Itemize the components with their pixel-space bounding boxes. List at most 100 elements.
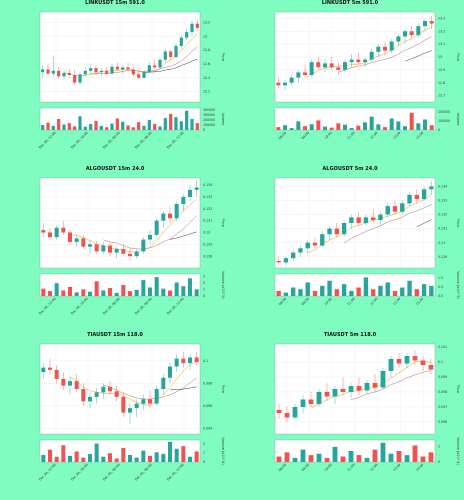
candle-body <box>420 360 426 365</box>
volume-plot-area <box>274 273 436 297</box>
time-tick-label: Dec 05, 12:00 <box>166 131 185 150</box>
volume-bar <box>73 126 77 130</box>
candle-body <box>303 72 307 75</box>
volume-bar <box>188 456 192 462</box>
volume-bar <box>94 120 98 130</box>
volume-bar <box>141 280 146 296</box>
candle-body <box>142 72 146 78</box>
volume-bar <box>115 118 119 130</box>
time-tick-label: 14:00 <box>415 463 424 472</box>
candle-body <box>137 74 141 78</box>
candle-body <box>94 244 99 252</box>
candle-body <box>89 68 93 71</box>
price-axis-label: Price <box>456 53 460 61</box>
price-tick-label: 0.094 <box>203 426 212 430</box>
volume-bar <box>292 457 298 462</box>
volume-tick-label: 0 <box>203 294 205 298</box>
volume-bar <box>94 443 99 462</box>
chart-title: LINKUSDT 5m 591.0 <box>321 0 379 6</box>
volume-bar <box>389 118 394 130</box>
candle-body <box>340 389 346 392</box>
panel-link-5m: LINKUSDT 5m 591.0 12.7 12.8 12.9 13 13.1 13.2… <box>245 0 460 158</box>
time-tick-label: 10:00 <box>324 131 333 140</box>
volume-tick-label: 1 <box>203 288 205 292</box>
chart-svg: 0.129 0.13 0.131 0.132 0.133 0.134 0.0 0.5 1.0 Pr… <box>274 177 460 306</box>
candle-body <box>62 72 66 77</box>
volume-bar <box>289 128 294 130</box>
candle-body <box>101 386 106 393</box>
time-tick-label: 11:00 <box>346 463 355 472</box>
volume-bar <box>51 125 55 130</box>
volume-bar <box>101 456 106 462</box>
ma-long-line <box>169 231 197 240</box>
volume-bar <box>392 290 398 296</box>
volume-bar <box>348 451 354 462</box>
candle-body <box>148 234 152 240</box>
candle-body <box>41 230 46 233</box>
candle-body <box>403 31 407 37</box>
volume-bar <box>126 125 130 130</box>
volume-bar <box>340 456 346 462</box>
price-tick-label: 0.128 <box>203 254 212 258</box>
price-tick-label: 0.131 <box>438 227 447 231</box>
time-tick-label: Dec 05, 12:00 <box>166 297 185 316</box>
time-tick-label: 14:00 <box>415 131 424 140</box>
volume-tick-label: 200000 <box>203 118 215 122</box>
candle-body <box>134 403 139 409</box>
volume-bar <box>195 123 199 130</box>
candle-body <box>94 68 98 73</box>
chart-title: ALGOUSDT 5m 24.0 <box>322 166 378 172</box>
candle-body <box>388 359 394 371</box>
volume-bar <box>142 125 146 130</box>
candle-body <box>181 196 186 205</box>
candle-body <box>163 51 167 60</box>
volume-bar <box>148 455 152 462</box>
candle-body <box>48 232 52 238</box>
volume-bar <box>320 285 325 296</box>
volume-bar <box>110 123 114 130</box>
candle-body <box>343 62 347 70</box>
volume-bar <box>134 457 139 462</box>
time-tick-label: Dec 04, 18:00 <box>70 297 89 316</box>
time-tick-label: 08:00 <box>278 297 287 306</box>
time-tick-label: 13:00 <box>392 131 401 140</box>
panel-tia-5m: TIAUSDT 5m 118.0 0.096 0.097 0.098 0.099 0.1… <box>245 332 460 490</box>
candle-body <box>57 70 61 77</box>
candle-body <box>181 358 186 364</box>
volume-bar <box>179 121 183 130</box>
volume-bar <box>378 285 383 296</box>
candle-body <box>121 249 126 254</box>
candle-body <box>371 217 376 221</box>
price-axis-label: Price <box>456 385 460 393</box>
time-tick-label: Dec 05, 06:00 <box>134 463 153 482</box>
volume-bar <box>416 123 421 130</box>
candle-body <box>61 227 66 233</box>
volume-bar <box>369 116 374 130</box>
candle-body <box>101 245 106 252</box>
candle-body <box>316 62 321 68</box>
time-tick-label: Dec 04, 12:00 <box>38 131 57 150</box>
volume-bar <box>329 127 334 130</box>
volume-bar <box>128 454 132 462</box>
candle-body <box>188 189 192 197</box>
candle-body <box>298 248 303 253</box>
volume-bar <box>194 289 199 296</box>
candle-body <box>88 244 92 247</box>
volume-plot-area <box>39 439 201 463</box>
volume-bar <box>349 128 354 130</box>
price-tick-label: 0.099 <box>438 375 447 379</box>
price-tick-label: 12.8 <box>438 81 445 85</box>
time-tick-label: 12:00 <box>369 297 378 306</box>
candle-body <box>404 356 410 364</box>
candle-body <box>174 45 178 57</box>
price-tick-label: 13 <box>203 34 207 38</box>
time-tick-label: 13:00 <box>392 463 401 472</box>
time-tick-label: 11:00 <box>346 297 355 306</box>
price-tick-label: 0.098 <box>203 381 212 385</box>
volume-bar <box>54 283 59 296</box>
price-tick-label: 0.133 <box>203 195 212 199</box>
volume-bar <box>181 446 186 462</box>
price-tick-label: 13.3 <box>438 17 445 21</box>
volume-bar <box>396 121 401 130</box>
